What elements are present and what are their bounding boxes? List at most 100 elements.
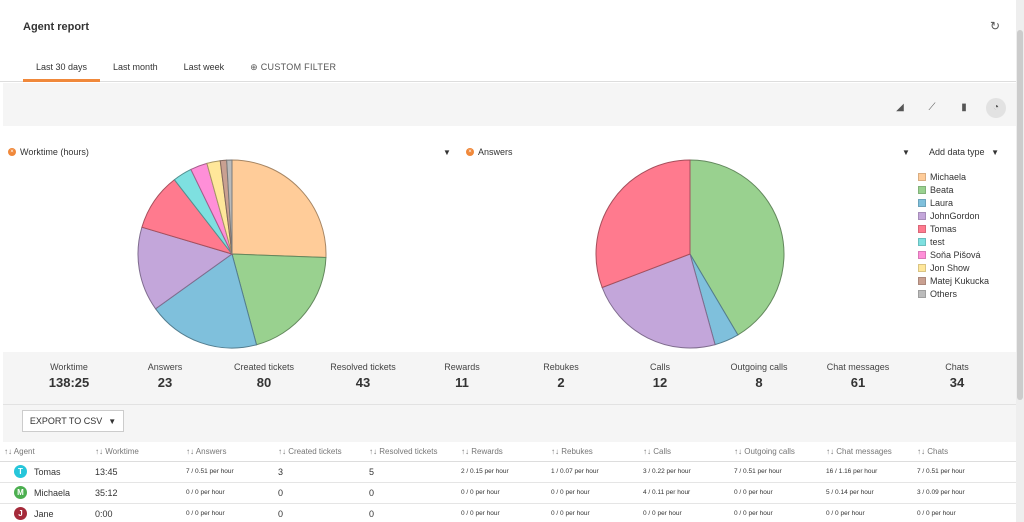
stat-rebukes: Rebukes 2: [511, 362, 611, 390]
table-row[interactable]: M Michaela 35:12 0 / 0 per hour 0 0 0 / …: [0, 483, 1016, 504]
pie-slice-beata[interactable]: [689, 159, 785, 336]
legend-swatch: [918, 250, 926, 259]
worktime-cell: 35:12: [95, 488, 118, 498]
stat-value: 61: [850, 375, 866, 390]
column-header-worktime[interactable]: ↑↓ Worktime: [95, 447, 139, 456]
stat-created-tickets: Created tickets 80: [214, 362, 314, 390]
chats-cell: 3 / 0.09 per hour: [917, 489, 965, 496]
export-csv-label: EXPORT TO CSV: [29, 416, 103, 426]
chat-messages-cell: 5 / 0.14 per hour: [826, 489, 874, 496]
agent-name: Jane: [34, 509, 54, 519]
legend-swatch: [918, 237, 926, 246]
stat-worktime: Worktime 138:25: [19, 362, 119, 390]
stat-chats: Chats 34: [907, 362, 1007, 390]
pie-slice-johngordon[interactable]: [601, 253, 716, 349]
legend-swatch: [918, 211, 926, 220]
column-header-created-tickets[interactable]: ↑↓ Created tickets: [278, 447, 342, 456]
rebukes-cell: 0 / 0 per hour: [551, 489, 590, 496]
summary-stats: Worktime 138:25 Answers 23 Created tickets…: [3, 353, 1016, 405]
legend-label: Laura: [930, 197, 954, 208]
pie-slice-laura[interactable]: [154, 253, 258, 349]
legend-label: Soňa Pišová: [930, 249, 981, 260]
legend-label: Jon Show: [930, 262, 970, 273]
column-header-resolved-tickets[interactable]: ↑↓ Resolved tickets: [369, 447, 438, 456]
column-header-chat-messages[interactable]: ↑↓ Chat messages: [826, 447, 892, 456]
legend-swatch: [918, 185, 926, 194]
legend-item[interactable]: Laura: [918, 196, 989, 209]
column-header-chats[interactable]: ↑↓ Chats: [917, 447, 949, 456]
column-header-calls[interactable]: ↑↓ Calls: [643, 447, 672, 456]
column-header-answers[interactable]: ↑↓ Answers: [186, 447, 227, 456]
legend-item[interactable]: Others: [918, 287, 989, 300]
legend-item[interactable]: Beata: [918, 183, 989, 196]
refresh-icon[interactable]: ↻: [989, 19, 1001, 33]
created-tickets-cell: 0: [278, 488, 284, 498]
column-header-rewards[interactable]: ↑↓ Rewards: [461, 447, 503, 456]
stat-outgoing-calls: Outgoing calls 8: [709, 362, 809, 390]
stat-label: Calls: [649, 362, 670, 372]
answers-cell: 0 / 0 per hour: [186, 489, 225, 496]
rebukes-cell: 0 / 0 per hour: [551, 510, 590, 517]
pie-chart-icon[interactable]: ◔: [986, 98, 1006, 118]
area-chart-icon[interactable]: ◢: [896, 102, 904, 113]
worktime-pie-chart: [137, 159, 327, 349]
tab-last-week[interactable]: Last week: [183, 62, 225, 72]
export-csv-button[interactable]: EXPORT TO CSV ▼: [22, 410, 124, 432]
stat-value: 11: [455, 375, 469, 390]
legend-swatch: [918, 289, 926, 298]
worktime-cell: 0:00: [95, 509, 113, 519]
scrollbar-thumb[interactable]: [1017, 30, 1023, 400]
legend-swatch: [918, 198, 926, 207]
pie-slice-beata[interactable]: [231, 253, 327, 346]
outgoing-calls-cell: 0 / 0 per hour: [734, 510, 773, 517]
stat-calls: Calls 12: [610, 362, 710, 390]
table-row[interactable]: J Jane 0:00 0 / 0 per hour 0 0 0 / 0 per…: [0, 504, 1016, 522]
legend-item[interactable]: Michaela: [918, 170, 989, 183]
close-icon[interactable]: ×: [8, 148, 16, 156]
chevron-down-icon[interactable]: ▼: [902, 148, 910, 157]
close-icon[interactable]: ×: [466, 148, 474, 156]
table-row[interactable]: T Tomas 13:45 7 / 0.51 per hour 3 5 2 / …: [0, 462, 1016, 483]
stat-label: Chat messages: [826, 362, 890, 372]
legend-item[interactable]: JohnGordon: [918, 209, 989, 222]
stat-label: Chats: [945, 362, 969, 372]
line-chart-icon[interactable]: ⟋: [928, 102, 936, 113]
legend-item[interactable]: Matej Kukucka: [918, 274, 989, 287]
pie-slice-tomas[interactable]: [595, 159, 691, 289]
chevron-down-icon[interactable]: ▼: [443, 148, 451, 157]
pie-slice-others[interactable]: [226, 159, 233, 255]
rewards-cell: 2 / 0.15 per hour: [461, 468, 509, 475]
legend-item[interactable]: Soňa Pišová: [918, 248, 989, 261]
period-tabs: Last 30 days Last month Last week ⊕ CUST…: [23, 58, 349, 82]
report-header: Agent report ↻ Last 30 days Last month L…: [0, 0, 1016, 82]
chat-messages-cell: 16 / 1.16 per hour: [826, 468, 878, 475]
legend-item[interactable]: Jon Show: [918, 261, 989, 274]
rebukes-cell: 1 / 0.07 per hour: [551, 468, 599, 475]
left-selector-label: Worktime (hours): [20, 147, 89, 157]
export-bar: [3, 405, 1016, 442]
legend-item[interactable]: test: [918, 235, 989, 248]
left-data-selector[interactable]: × Worktime (hours): [8, 147, 89, 157]
column-header-agent[interactable]: ↑↓ Agent: [4, 447, 35, 456]
bar-chart-icon[interactable]: ▮: [961, 102, 967, 113]
stat-label: Rebukes: [543, 362, 579, 372]
column-header-outgoing-calls[interactable]: ↑↓ Outgoing calls: [734, 447, 795, 456]
column-header-rebukes[interactable]: ↑↓ Rebukes: [551, 447, 593, 456]
legend-label: Tomas: [930, 223, 957, 234]
tab-custom-filter[interactable]: ⊕ CUSTOM FILTER: [250, 62, 337, 72]
legend-item[interactable]: Tomas: [918, 222, 989, 235]
outgoing-calls-cell: 7 / 0.51 per hour: [734, 468, 782, 475]
pie-slice-johngordon[interactable]: [137, 226, 234, 310]
stat-answers: Answers 23: [115, 362, 215, 390]
stat-value: 80: [256, 375, 272, 390]
legend-label: Matej Kukucka: [930, 275, 990, 286]
table-header: ↑↓ Agent ↑↓ Worktime ↑↓ Answers ↑↓ Creat…: [0, 442, 1016, 462]
legend-label: test: [930, 236, 945, 247]
right-data-selector[interactable]: × Answers: [466, 147, 513, 157]
add-data-type-dropdown[interactable]: Add data type ▼: [929, 147, 999, 157]
tab-last-month[interactable]: Last month: [113, 62, 158, 72]
pie-slice-michaela[interactable]: [231, 159, 327, 259]
tab-last-30-days[interactable]: Last 30 days: [23, 58, 101, 82]
add-data-type-label: Add data type: [929, 147, 985, 157]
legend-swatch: [918, 276, 926, 285]
